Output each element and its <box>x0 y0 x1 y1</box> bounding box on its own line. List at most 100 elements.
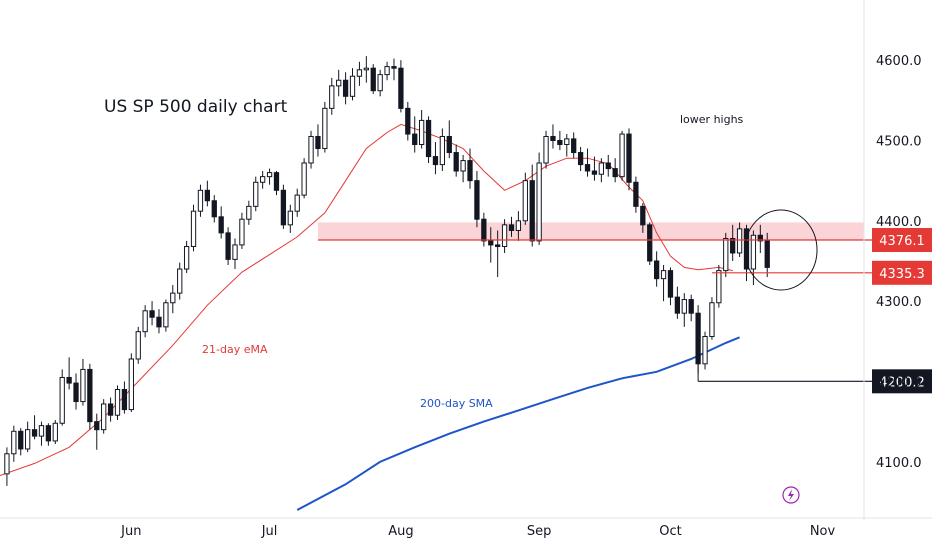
candle <box>308 130 314 169</box>
candle-body-down <box>446 135 452 154</box>
candle <box>612 158 618 183</box>
candle <box>412 116 418 153</box>
candle-body-up <box>363 67 369 71</box>
candle <box>626 128 632 191</box>
candle <box>94 413 100 450</box>
candle <box>495 230 501 278</box>
candle <box>405 101 411 141</box>
candle <box>246 200 252 225</box>
candle-body-down <box>612 168 618 178</box>
candle-body-down <box>481 218 487 242</box>
candle-body-up <box>384 66 390 76</box>
candle <box>356 61 363 86</box>
candle <box>501 219 508 253</box>
candle <box>460 154 466 183</box>
candle <box>190 204 197 252</box>
candle-body-down <box>529 180 535 242</box>
candle-body-up <box>336 79 342 87</box>
candle-body-down <box>412 133 418 146</box>
candle <box>253 176 259 212</box>
resistance-zone <box>317 222 864 241</box>
candle <box>177 262 183 300</box>
lightning-icon[interactable] <box>782 486 800 504</box>
candle-body-down <box>273 172 280 191</box>
candle-body-down <box>204 189 211 202</box>
y-tick-label: 4300.0 <box>876 295 922 310</box>
candle-body-down <box>730 237 736 254</box>
candle-body-down <box>584 164 591 172</box>
candle-body-down <box>653 260 660 280</box>
candle <box>667 267 674 306</box>
x-tick-label: Jun <box>120 524 141 539</box>
candle <box>377 69 383 97</box>
candle-body-up <box>190 210 197 248</box>
candle-body-down <box>66 376 72 384</box>
y-tick-label: 4600.0 <box>876 54 922 69</box>
candle <box>204 180 211 207</box>
y-tick-label: 4500.0 <box>876 134 922 149</box>
candle-body-down <box>87 368 93 423</box>
candle-body-up <box>660 270 667 280</box>
candle-body-up <box>308 135 314 164</box>
price-level-badge <box>872 369 932 394</box>
candle-body-up <box>736 228 743 254</box>
candle-body-up <box>329 85 335 109</box>
candle-body-up <box>522 180 528 222</box>
candle-body-down <box>370 67 376 92</box>
candle-body-up <box>80 368 86 403</box>
candle <box>183 240 190 274</box>
x-tick-label: Nov <box>810 524 836 539</box>
candle-body-down <box>342 79 349 97</box>
candle <box>280 184 287 229</box>
x-tick-label: Sep <box>527 524 552 539</box>
candle-body-up <box>543 135 549 164</box>
candle <box>571 132 577 159</box>
candle <box>467 148 473 189</box>
candle <box>446 120 452 159</box>
candle <box>474 171 480 228</box>
candle-body-down <box>495 244 501 248</box>
candle-body-up <box>301 162 307 196</box>
candle-body-down <box>315 135 321 150</box>
candle-body-down <box>225 232 231 260</box>
candle <box>716 265 722 308</box>
candle <box>418 109 425 149</box>
candle <box>301 158 307 199</box>
candle <box>432 142 439 175</box>
candle-body-up <box>287 210 293 226</box>
candle <box>653 251 660 287</box>
candle-body-up <box>114 389 121 416</box>
sma200-line <box>296 336 740 511</box>
candle <box>564 134 570 157</box>
candle <box>674 286 681 319</box>
candle <box>59 369 65 426</box>
candle-body-down <box>757 234 763 242</box>
candle-body-down <box>391 66 397 69</box>
candle-body-up <box>716 270 722 304</box>
candle <box>66 357 72 390</box>
candle-body-up <box>349 75 356 97</box>
candle-body-up <box>536 162 542 242</box>
candle <box>135 326 141 364</box>
candle-body-down <box>743 228 750 270</box>
candle-body-down <box>640 205 646 226</box>
candle <box>342 72 349 105</box>
candle-body-down <box>94 421 100 431</box>
candle <box>522 172 528 225</box>
candle-body-down <box>31 429 38 437</box>
candle <box>481 212 487 247</box>
candle-body-down <box>453 152 459 172</box>
candle-body-down <box>626 133 632 183</box>
y-tick-label: 4200.0 <box>876 375 922 390</box>
candle <box>349 68 356 101</box>
candle-body-up <box>177 268 183 294</box>
candle-body-down <box>45 425 52 442</box>
candle <box>239 212 245 249</box>
candle <box>757 224 763 253</box>
candle <box>211 195 217 223</box>
candle <box>550 124 556 149</box>
candle-body-up <box>598 162 604 175</box>
candle-body-down <box>577 152 584 166</box>
candle <box>170 285 176 314</box>
y-tick-label: 4100.0 <box>876 456 922 471</box>
